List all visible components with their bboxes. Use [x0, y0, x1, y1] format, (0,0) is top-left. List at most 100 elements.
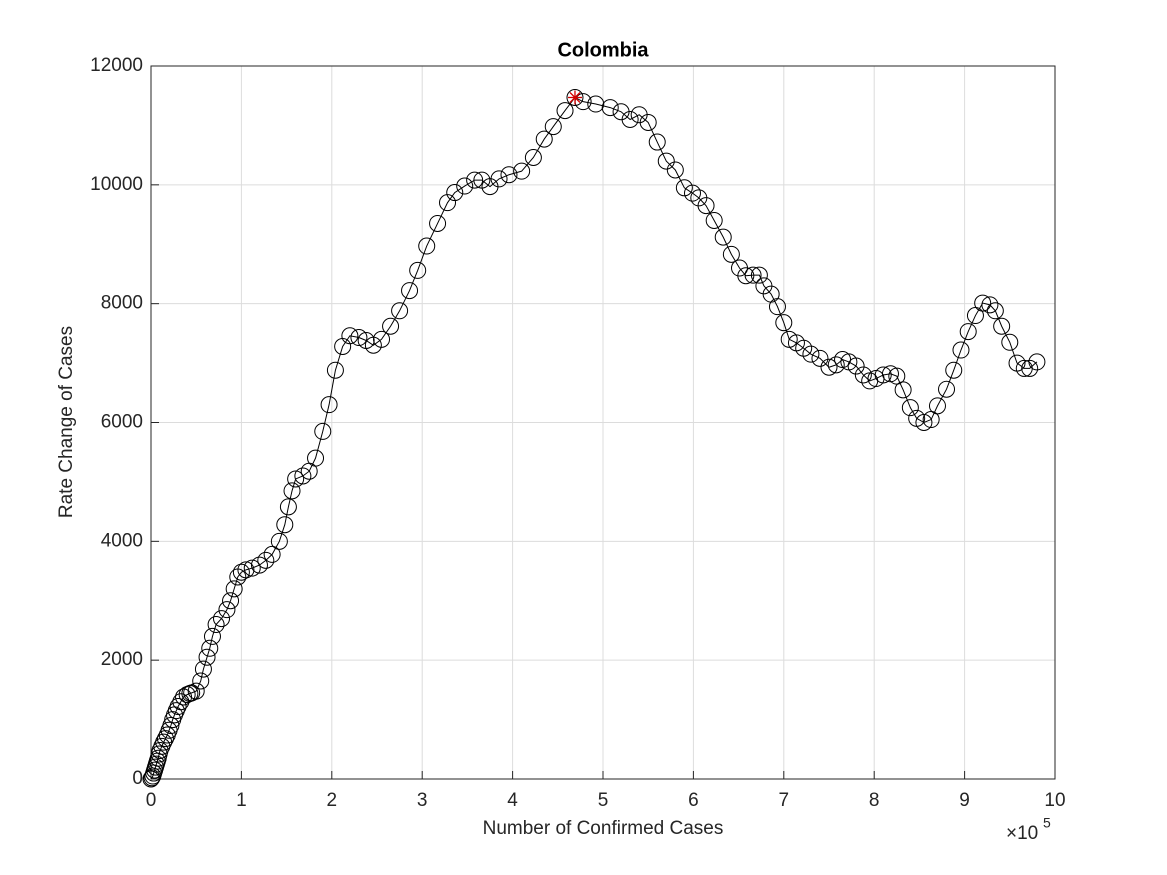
y-tick-label: 8000	[101, 293, 143, 314]
data-point	[418, 237, 436, 255]
x-tick-label: 3	[417, 790, 428, 811]
data-point	[827, 356, 845, 374]
y-tick-label: 4000	[101, 530, 143, 551]
data-point	[320, 396, 338, 414]
data-point	[263, 545, 281, 563]
plot-frame	[150, 65, 1056, 780]
data-point	[1028, 353, 1046, 371]
x-tick-label: 0	[146, 790, 157, 811]
data-point	[279, 498, 297, 516]
data-point	[270, 532, 288, 550]
x-tick-label: 10	[1044, 790, 1065, 811]
data-point	[775, 314, 793, 332]
data-point	[986, 302, 1004, 320]
x-tick-label: 4	[507, 790, 518, 811]
data-point	[446, 184, 464, 202]
data-point	[314, 422, 332, 440]
x-axis-label: Number of Confirmed Cases	[483, 818, 724, 839]
y-tick-label: 2000	[101, 649, 143, 670]
data-point	[974, 294, 992, 312]
data-point	[648, 133, 666, 151]
data-point	[401, 282, 419, 300]
data-point	[283, 482, 301, 500]
data-point	[566, 88, 584, 106]
data-point	[697, 197, 715, 215]
data-point	[466, 171, 484, 189]
data-point	[820, 358, 838, 376]
data-point	[350, 329, 368, 347]
data-point	[901, 399, 919, 417]
data-point	[243, 559, 261, 577]
data-point	[201, 639, 219, 657]
x-tick-label: 9	[959, 790, 970, 811]
y-tick-label: 10000	[90, 174, 143, 195]
data-point	[500, 166, 518, 184]
data-point	[250, 556, 268, 574]
data-point	[587, 95, 605, 113]
data-point	[675, 179, 693, 197]
data-point	[874, 366, 892, 384]
data-point	[232, 563, 250, 581]
data-point	[544, 118, 562, 136]
data-point	[811, 349, 829, 367]
data-point	[294, 467, 312, 485]
data-point	[198, 648, 216, 666]
data-point	[373, 330, 391, 348]
data-point	[391, 302, 409, 320]
x-tick-label: 5	[598, 790, 609, 811]
y-tick-label: 12000	[90, 55, 143, 76]
data-point	[959, 323, 977, 341]
data-point	[169, 698, 187, 716]
data-point	[915, 414, 933, 431]
x-tick-label: 6	[688, 790, 699, 811]
data-point	[382, 317, 400, 335]
data-point	[218, 601, 236, 619]
data-point	[222, 592, 240, 610]
data-point	[513, 162, 531, 180]
y-tick-label: 0	[132, 768, 143, 789]
data-point	[162, 717, 180, 735]
x-tick-label: 1	[236, 790, 247, 811]
highlight-stroke	[569, 92, 581, 103]
data-point	[524, 149, 542, 167]
data-point	[993, 317, 1011, 335]
data-point	[952, 341, 970, 359]
data-point	[167, 702, 185, 720]
data-point	[894, 381, 912, 399]
data-point	[722, 245, 740, 263]
data-point	[737, 267, 755, 285]
x-multiplier-base: ×10	[1006, 823, 1038, 844]
data-point	[225, 580, 243, 598]
x-tick-label: 8	[869, 790, 880, 811]
data-point	[601, 99, 619, 117]
data-point	[429, 214, 447, 232]
x-tick-label: 2	[327, 790, 338, 811]
data-point	[194, 660, 212, 678]
data-point	[203, 627, 221, 645]
chart-title: Colombia	[557, 39, 649, 61]
data-point	[276, 516, 294, 534]
data-point	[744, 266, 762, 284]
data-point	[768, 298, 786, 316]
data-point	[750, 266, 768, 284]
data-point	[156, 730, 174, 748]
data-point	[307, 449, 325, 467]
data-point	[854, 366, 872, 384]
data-point	[153, 737, 171, 755]
data-point	[657, 152, 675, 170]
data-point	[705, 211, 723, 229]
data-point	[847, 357, 865, 375]
data-point	[456, 177, 474, 195]
data-point	[945, 361, 963, 379]
data-point	[928, 397, 946, 415]
data-point	[1021, 359, 1039, 377]
data-point	[207, 616, 225, 634]
data-point	[621, 110, 639, 128]
data-point	[151, 741, 169, 759]
data-point	[535, 130, 553, 148]
data-point	[409, 261, 427, 279]
data-point	[714, 228, 732, 246]
data-point	[966, 307, 984, 325]
data-point	[213, 610, 231, 628]
